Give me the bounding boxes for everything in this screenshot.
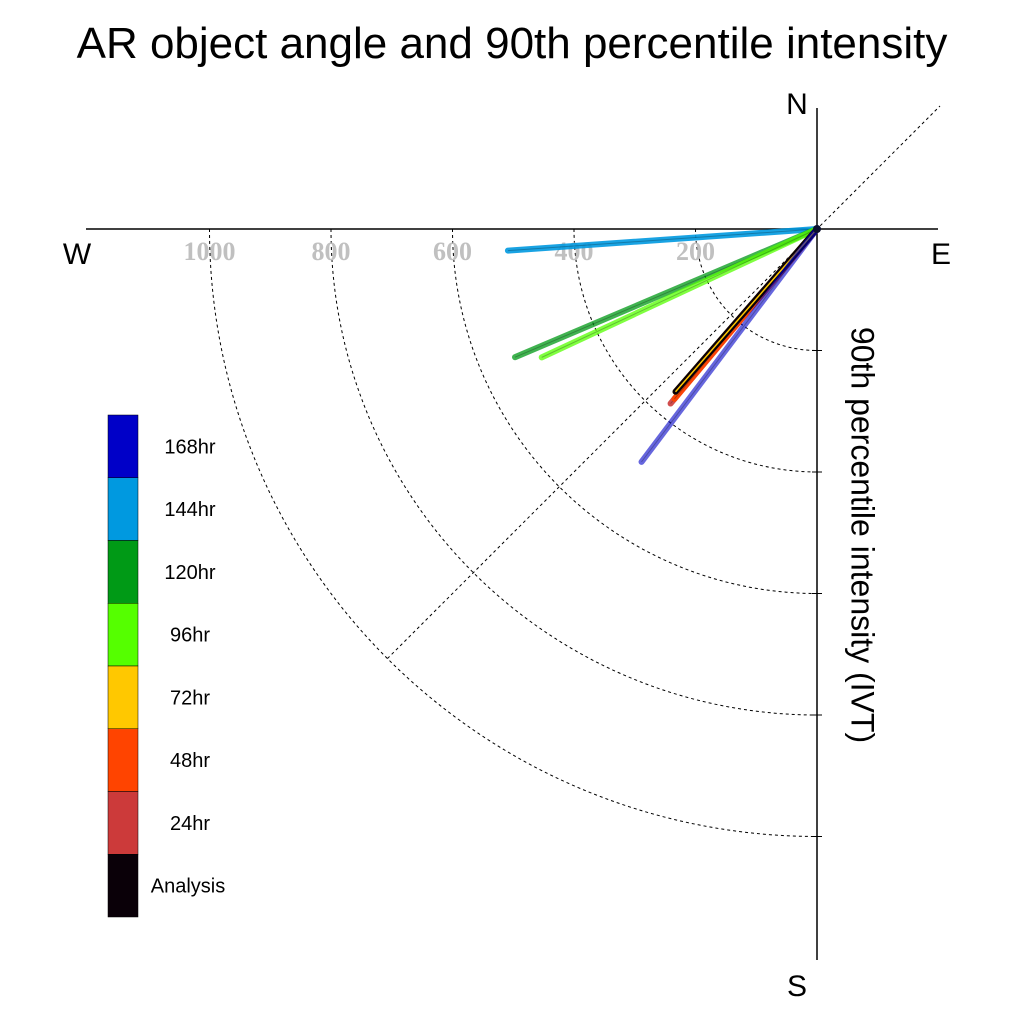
vector-series bbox=[504, 225, 821, 465]
legend-swatch bbox=[107, 854, 139, 918]
compass-west: W bbox=[63, 238, 92, 271]
legend-label: 120hr bbox=[164, 562, 215, 584]
legend-label: 48hr bbox=[170, 750, 210, 772]
legend-swatch bbox=[107, 540, 139, 604]
legend-label: 72hr bbox=[170, 687, 210, 709]
legend-label: 96hr bbox=[170, 625, 210, 647]
legend-label: 24hr bbox=[170, 813, 210, 835]
legend-swatch bbox=[107, 414, 139, 478]
legend-swatch bbox=[107, 665, 139, 729]
vector-96hr bbox=[538, 226, 820, 361]
radial-tick-label: 600 bbox=[433, 237, 472, 266]
polar-grid bbox=[209, 105, 941, 837]
vector-highlight bbox=[641, 228, 818, 463]
radial-tick-labels: 200 400 600 800 1000 bbox=[184, 237, 716, 266]
legend-swatch bbox=[107, 477, 139, 541]
legend-swatch bbox=[107, 791, 139, 855]
legend-label: 168hr bbox=[164, 436, 215, 458]
grid-ring-800 bbox=[330, 228, 818, 716]
grid-diagonal bbox=[387, 105, 941, 659]
vector-168hr bbox=[638, 226, 820, 465]
grid-ring-200 bbox=[695, 228, 818, 351]
radial-tick-label: 800 bbox=[312, 237, 351, 266]
legend-swatch bbox=[107, 728, 139, 792]
legend-label: Analysis bbox=[151, 876, 225, 898]
origin-point bbox=[813, 225, 821, 233]
grid-ring-600 bbox=[452, 228, 818, 594]
radial-tick-label: 200 bbox=[676, 237, 715, 266]
chart-title: AR object angle and 90th percentile inte… bbox=[77, 19, 948, 68]
legend: 168hr 144hr 120hr 96hr 72hr 48hr 24hr Analysis bbox=[107, 414, 225, 918]
vector-highlight bbox=[541, 228, 818, 358]
vector-line bbox=[504, 226, 820, 254]
radial-tick-label: 400 bbox=[555, 237, 594, 266]
grid-ring-400 bbox=[573, 228, 818, 473]
compass-north: N bbox=[786, 88, 808, 121]
legend-label: 144hr bbox=[164, 499, 215, 521]
vector-highlight bbox=[507, 228, 818, 252]
legend-swatch bbox=[107, 603, 139, 667]
vector-144hr bbox=[504, 226, 820, 254]
compass-south: S bbox=[787, 970, 807, 1003]
compass-east: E bbox=[931, 238, 951, 271]
grid-ring-1000 bbox=[209, 228, 818, 837]
radial-axis-label: 90th percentile intensity (IVT) bbox=[845, 327, 881, 743]
vector-line bbox=[638, 226, 820, 465]
radial-tick-label: 1000 bbox=[184, 237, 236, 266]
vector-line bbox=[538, 226, 820, 361]
